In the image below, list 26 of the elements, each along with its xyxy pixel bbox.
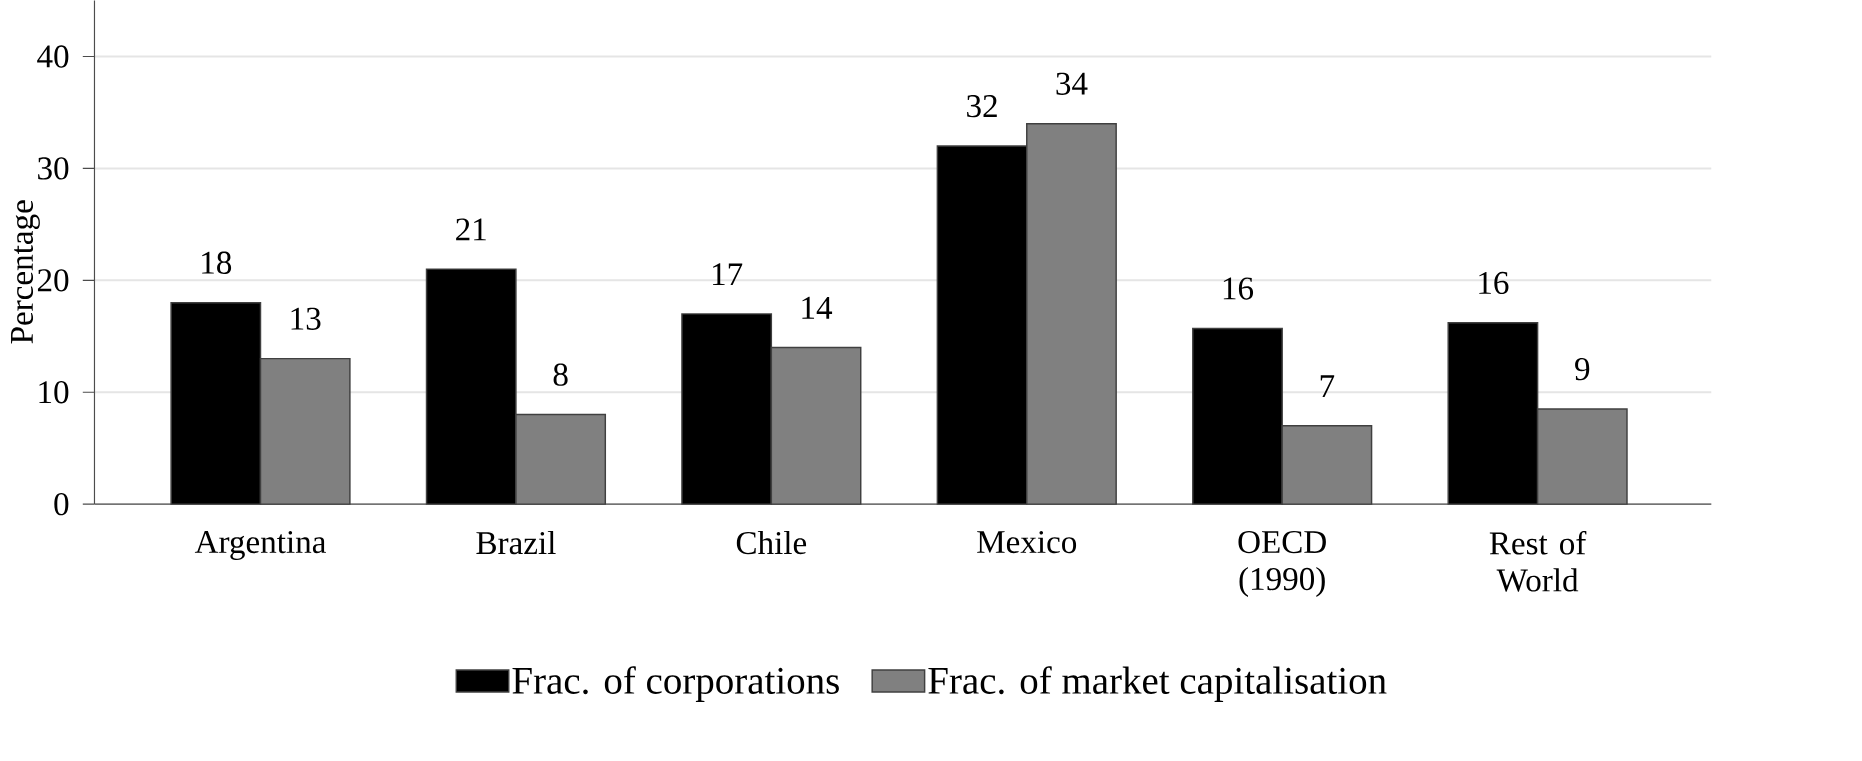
data-label: 16 — [1479, 271, 1509, 294]
x-tick-label: Mexico — [977, 530, 1077, 553]
legend-label: Frac. of market capitalisation — [928, 665, 1387, 702]
data-label: 13 — [291, 307, 321, 330]
y-tick-label: 40 — [37, 45, 69, 68]
data-label: 21 — [456, 218, 486, 241]
data-label: 7 — [1320, 375, 1335, 397]
x-tick-label: Argentina — [194, 530, 326, 560]
y-tick-label: 30 — [38, 157, 69, 180]
legend-label: Frac. of corporations — [512, 665, 839, 702]
data-label: 8 — [553, 363, 568, 386]
data-label: 16 — [1223, 277, 1254, 300]
data-label: 9 — [1575, 357, 1590, 380]
x-tick-label: Chile — [736, 530, 807, 554]
x-tick-label: OECD (1990) — [1238, 530, 1326, 597]
y-tick-label: 20 — [37, 268, 69, 292]
y-axis-title: Percentage — [11, 200, 40, 344]
y-tick-label: 10 — [39, 380, 69, 404]
data-label: 14 — [802, 296, 833, 319]
data-label: 32 — [967, 94, 997, 118]
data-label: 17 — [712, 263, 743, 285]
x-tick-label: Brazil — [476, 530, 556, 554]
x-tick-label: Rest of World — [1489, 530, 1587, 592]
data-label: 34 — [1056, 72, 1088, 95]
y-tick-label: 0 — [54, 492, 69, 516]
data-label: 18 — [202, 251, 232, 274]
